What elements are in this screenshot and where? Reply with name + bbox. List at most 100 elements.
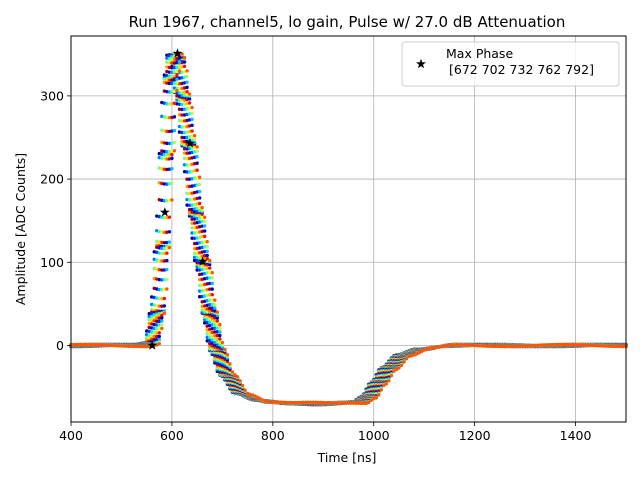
data-point [197,295,202,299]
data-point [175,102,179,106]
data-point [155,316,159,320]
data-point [147,321,151,326]
data-point [177,102,182,106]
data-point [208,281,212,286]
data-point [152,319,156,323]
data-point [162,182,167,186]
data-point [152,330,156,335]
data-point [165,129,169,134]
data-point [160,259,164,263]
data-point [200,300,204,304]
data-point [195,202,199,206]
data-point [147,317,151,322]
data-point [197,278,202,282]
data-point [167,70,172,74]
data-point [197,220,202,224]
data-point [192,221,197,225]
data-point [152,334,156,339]
data-point [185,156,189,161]
data-point [177,130,182,134]
data-point [170,57,174,61]
data-point [205,339,209,343]
data-point [187,163,192,167]
data-point [160,268,164,272]
data-point [157,258,161,263]
data-point [155,287,159,291]
data-point [160,215,164,219]
data-point [157,246,161,250]
data-point [162,251,167,256]
data-point [200,224,204,228]
data-point [195,258,199,263]
data-point [162,215,167,220]
data-point [190,226,194,230]
data-point [155,313,159,317]
data-point [150,337,154,341]
data-point [162,268,167,272]
data-point [197,272,202,277]
data-point [160,297,164,301]
data-point [213,330,217,334]
data-point [157,268,161,272]
data-point [165,141,169,146]
data-point [190,217,194,221]
data-point [215,337,220,341]
data-point [167,81,172,86]
data-point [155,338,159,342]
data-point [165,69,169,74]
data-point [167,61,172,65]
data-point [195,255,199,259]
data-point [175,93,179,98]
data-point [182,102,187,106]
data-point [167,57,172,61]
data-point [208,298,212,302]
data-point [200,304,204,309]
data-point [213,316,217,320]
data-point [165,167,169,172]
data-point [157,313,161,318]
data-point [200,245,204,250]
data-point [195,251,199,255]
data-point [155,277,159,281]
data-point [167,115,172,120]
data-point [187,184,192,189]
data-point [210,330,214,335]
data-point [182,169,187,174]
data-point [180,135,184,140]
data-point [180,107,184,112]
data-point [170,78,174,82]
data-point [162,141,167,145]
data-point [160,251,164,256]
data-point [177,91,182,95]
data-point [172,86,177,90]
data-point [157,319,161,324]
data-point [180,102,184,107]
data-point [157,304,161,308]
data-point [203,318,207,322]
data-point [185,184,189,189]
data-point [180,125,184,129]
data-point [172,61,177,65]
data-point [215,340,220,344]
data-point [208,306,212,311]
data-point [205,331,209,336]
data-point [167,141,172,146]
data-point [190,231,194,235]
data-point [197,289,202,293]
data-point [213,319,217,323]
data-point [162,129,167,133]
data-point [167,102,172,106]
data-point [208,287,212,291]
data-point [172,65,177,70]
data-point [185,151,189,155]
data-point [170,61,174,65]
data-point [152,326,156,331]
data-point [165,65,169,69]
data-point [155,331,159,335]
data-point [180,98,184,103]
data-point [155,323,159,327]
data-point [192,226,197,230]
data-point [167,153,172,157]
data-point [165,153,169,157]
data-point [200,308,204,312]
